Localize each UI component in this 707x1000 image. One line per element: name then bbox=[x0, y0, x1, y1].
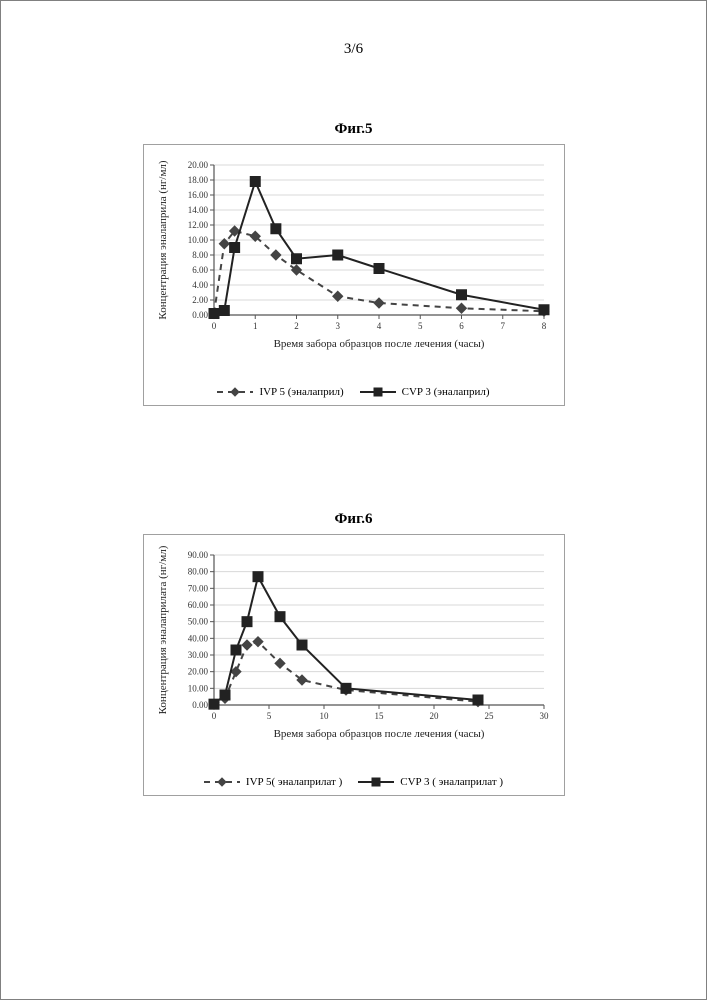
legend-label: IVP 5 (эналаприл) bbox=[259, 386, 343, 398]
svg-text:12.00: 12.00 bbox=[187, 220, 208, 230]
svg-text:0: 0 bbox=[211, 711, 216, 721]
svg-text:6.00: 6.00 bbox=[192, 265, 208, 275]
page-number: 3/6 bbox=[1, 41, 706, 58]
svg-text:20.00: 20.00 bbox=[187, 160, 208, 170]
svg-text:18.00: 18.00 bbox=[187, 175, 208, 185]
svg-text:5: 5 bbox=[418, 321, 423, 331]
figure-6-legend: IVP 5( эналаприлат ) CVP 3 ( эналаприлат … bbox=[144, 770, 564, 795]
figure-6-chart: 0 5 10 15 20 25 30 0.00 10.00 20.00 30.00 40.00 50.0… bbox=[144, 535, 564, 765]
svg-text:14.00: 14.00 bbox=[187, 205, 208, 215]
svg-text:25: 25 bbox=[484, 711, 494, 721]
svg-text:10: 10 bbox=[319, 711, 329, 721]
figure-6-frame: 0 5 10 15 20 25 30 0.00 10.00 20.00 30.00 40.00 50.0… bbox=[143, 534, 565, 796]
svg-text:50.00: 50.00 bbox=[187, 617, 208, 627]
figure-5-legend: IVP 5 (эналаприл) CVP 3 (эналаприл) bbox=[144, 380, 564, 405]
svg-text:30: 30 bbox=[539, 711, 549, 721]
svg-text:8.00: 8.00 bbox=[192, 250, 208, 260]
figure-6-title: Фиг.6 bbox=[143, 511, 565, 528]
legend-label: CVP 3 (эналаприл) bbox=[402, 386, 490, 398]
svg-text:8: 8 bbox=[541, 321, 546, 331]
svg-text:7: 7 bbox=[500, 321, 505, 331]
svg-text:Время забора образцов после ле: Время забора образцов после лечения (час… bbox=[273, 338, 484, 350]
legend-label: CVP 3 ( эналаприлат ) bbox=[400, 776, 503, 788]
svg-text:Концентрация эналаприла (нг/мл: Концентрация эналаприла (нг/мл) bbox=[157, 160, 169, 320]
svg-text:5: 5 bbox=[266, 711, 271, 721]
figure-6: Фиг.6 0 5 10 15 20 25 30 0.00 10.00 20.00 30.00 40.… bbox=[143, 511, 565, 796]
svg-text:20.00: 20.00 bbox=[187, 667, 208, 677]
legend-label: IVP 5( эналаприлат ) bbox=[246, 776, 342, 788]
svg-text:2.00: 2.00 bbox=[192, 295, 208, 305]
figure-5: Фиг.5 0 1 2 3 4 5 6 7 8 0.00 2.00 4.00 6.00 8.00 10.00… bbox=[143, 121, 565, 406]
svg-text:40.00: 40.00 bbox=[187, 633, 208, 643]
svg-text:20: 20 bbox=[429, 711, 439, 721]
svg-text:16.00: 16.00 bbox=[187, 190, 208, 200]
svg-text:0.00: 0.00 bbox=[192, 310, 208, 320]
svg-text:4: 4 bbox=[376, 321, 381, 331]
figure-5-frame: 0 1 2 3 4 5 6 7 8 0.00 2.00 4.00 6.00 8.00 10.00 12.00 1… bbox=[143, 144, 565, 406]
svg-text:70.00: 70.00 bbox=[187, 583, 208, 593]
legend-item: CVP 3 ( эналаприлат ) bbox=[358, 776, 503, 788]
page: 3/6 Фиг.5 0123456780.002.004.006.008.001… bbox=[0, 0, 707, 1000]
svg-text:80.00: 80.00 bbox=[187, 567, 208, 577]
legend-item: CVP 3 (эналаприл) bbox=[360, 386, 490, 398]
svg-text:10.00: 10.00 bbox=[187, 683, 208, 693]
svg-text:0: 0 bbox=[211, 321, 216, 331]
svg-text:4.00: 4.00 bbox=[192, 280, 208, 290]
svg-text:60.00: 60.00 bbox=[187, 600, 208, 610]
svg-text:1: 1 bbox=[253, 321, 258, 331]
svg-text:30.00: 30.00 bbox=[187, 650, 208, 660]
svg-text:2: 2 bbox=[294, 321, 299, 331]
svg-text:0.00: 0.00 bbox=[192, 700, 208, 710]
legend-item: IVP 5 (эналаприл) bbox=[217, 386, 343, 398]
figure-5-title: Фиг.5 bbox=[143, 121, 565, 138]
svg-text:Время забора образцов после ле: Время забора образцов после лечения (час… bbox=[273, 728, 484, 740]
svg-text:6: 6 bbox=[459, 321, 464, 331]
svg-text:3: 3 bbox=[335, 321, 340, 331]
figure-5-chart: 0 1 2 3 4 5 6 7 8 0.00 2.00 4.00 6.00 8.00 10.00 12.00 1… bbox=[144, 145, 564, 375]
svg-text:Концентрация эналаприлата (нг/: Концентрация эналаприлата (нг/мл) bbox=[157, 545, 169, 714]
legend-item: IVP 5( эналаприлат ) bbox=[204, 776, 342, 788]
svg-text:15: 15 bbox=[374, 711, 384, 721]
svg-text:90.00: 90.00 bbox=[187, 550, 208, 560]
svg-text:10.00: 10.00 bbox=[187, 235, 208, 245]
